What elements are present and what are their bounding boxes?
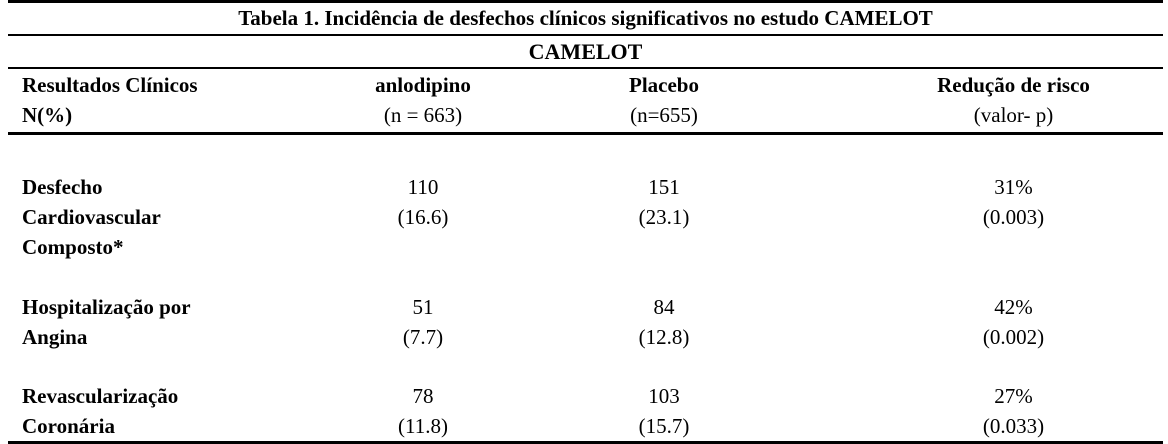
row-outcome-name: Desfecho Cardiovascular Composto* — [8, 134, 300, 263]
table-subtitle: CAMELOT — [8, 35, 1163, 69]
value-n: 151 — [648, 175, 680, 199]
header-reducao-risco: Redução de risco (valor- p) — [774, 68, 1163, 135]
outcome-line: Revascularização — [22, 384, 179, 408]
cell-placebo-value: 151 (23.1) — [562, 134, 774, 263]
header-anlodipino-label: anlodipino — [375, 73, 471, 97]
table-header-row: Resultados Clínicos N(%) anlodipino (n =… — [8, 68, 1163, 135]
outcome-line: Desfecho — [22, 175, 103, 199]
header-anlodipino: anlodipino (n = 663) — [300, 68, 562, 135]
value-pct: (7.7) — [402, 325, 444, 349]
table-title: Tabela 1. Incidência de desfechos clínic… — [8, 0, 1163, 36]
value-n: 110 — [407, 175, 439, 199]
risk-value: 31% — [994, 175, 1033, 199]
cell-placebo-value: 103 (15.7) — [562, 352, 774, 444]
header-resultados-line1: Resultados Clínicos — [22, 73, 198, 97]
table-row-hospitalizacao-angina: Hospitalização por Angina 51 (7.7) 84 (1… — [8, 262, 1163, 352]
header-resultados-clinicos: Resultados Clínicos N(%) — [8, 68, 300, 135]
header-placebo-n: (n=655) — [630, 103, 698, 127]
risk-p-value: (0.003) — [982, 205, 1045, 229]
cell-risk-reduction: 31% (0.003) — [774, 134, 1163, 263]
risk-p-value: (0.002) — [982, 325, 1045, 349]
row-outcome-name: Revascularização Coronária — [8, 352, 300, 444]
table-row-revascularizacao-coronaria: Revascularização Coronária 78 (11.8) 103… — [8, 352, 1163, 444]
value-pct: (16.6) — [397, 205, 449, 229]
table-title-row: Tabela 1. Incidência de desfechos clínic… — [8, 0, 1163, 36]
value-n: 103 — [648, 384, 680, 408]
cell-anlodipino-value: 51 (7.7) — [300, 262, 562, 352]
cell-anlodipino-value: 110 (16.6) — [300, 134, 562, 263]
header-reducao-label: Redução de risco — [937, 73, 1090, 97]
risk-value: 42% — [994, 295, 1033, 319]
cell-risk-reduction: 27% (0.033) — [774, 352, 1163, 444]
value-pct: (15.7) — [638, 414, 690, 438]
value-pct: (12.8) — [638, 325, 690, 349]
risk-p-value: (0.033) — [982, 414, 1045, 438]
outcome-line: Coronária — [22, 414, 115, 438]
value-n: 51 — [412, 295, 434, 319]
table-subtitle-row: CAMELOT — [8, 35, 1163, 69]
outcome-line: Hospitalização por — [22, 295, 191, 319]
outcome-line: Cardiovascular — [22, 205, 161, 229]
value-n: 84 — [653, 295, 675, 319]
outcome-line: Angina — [22, 325, 88, 349]
cell-anlodipino-value: 78 (11.8) — [300, 352, 562, 444]
risk-value: 27% — [994, 384, 1033, 408]
header-reducao-p: (valor- p) — [973, 103, 1054, 127]
header-anlodipino-n: (n = 663) — [383, 103, 463, 127]
header-resultados-line2: N(%) — [22, 103, 73, 127]
camelot-incidence-table: Tabela 1. Incidência de desfechos clínic… — [8, 0, 1163, 444]
value-pct: (11.8) — [398, 414, 448, 438]
header-placebo: Placebo (n=655) — [562, 68, 774, 135]
table-row-desfecho-composto: Desfecho Cardiovascular Composto* 110 (1… — [8, 134, 1163, 263]
header-placebo-label: Placebo — [629, 73, 699, 97]
value-n: 78 — [412, 384, 434, 408]
outcome-line: Composto* — [22, 235, 124, 259]
value-pct: (23.1) — [638, 205, 690, 229]
cell-risk-reduction: 42% (0.002) — [774, 262, 1163, 352]
row-outcome-name: Hospitalização por Angina — [8, 262, 300, 352]
cell-placebo-value: 84 (12.8) — [562, 262, 774, 352]
